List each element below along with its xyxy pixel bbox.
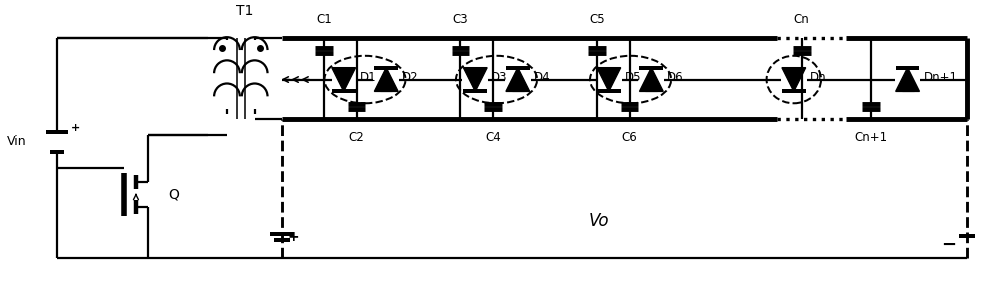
Text: D4: D4 — [534, 71, 550, 84]
Text: Cn+1: Cn+1 — [854, 131, 888, 144]
Text: D6: D6 — [667, 71, 684, 84]
Text: Cn: Cn — [794, 13, 810, 26]
Polygon shape — [463, 68, 487, 92]
Text: D3: D3 — [491, 71, 508, 84]
Text: Dn+1: Dn+1 — [923, 71, 957, 84]
Text: C5: C5 — [589, 13, 605, 26]
Polygon shape — [896, 68, 919, 92]
Text: D1: D1 — [360, 71, 376, 84]
Text: C1: C1 — [316, 13, 332, 26]
Text: Vo: Vo — [589, 212, 609, 230]
Text: +: + — [287, 230, 299, 244]
Polygon shape — [332, 68, 356, 92]
Polygon shape — [506, 68, 530, 92]
Polygon shape — [782, 68, 806, 92]
Text: +: + — [71, 123, 80, 133]
Polygon shape — [374, 68, 398, 92]
Text: Q: Q — [169, 187, 179, 201]
Text: C6: C6 — [622, 131, 637, 144]
Text: C3: C3 — [453, 13, 468, 26]
Text: −: − — [942, 236, 957, 254]
Text: T1: T1 — [236, 4, 253, 18]
Text: Dn: Dn — [810, 71, 826, 84]
Text: D2: D2 — [402, 71, 419, 84]
Text: C2: C2 — [349, 131, 364, 144]
Text: C4: C4 — [485, 131, 501, 144]
Text: Vin: Vin — [7, 135, 27, 148]
Text: D5: D5 — [625, 71, 641, 84]
Polygon shape — [639, 68, 663, 92]
Polygon shape — [597, 68, 621, 92]
